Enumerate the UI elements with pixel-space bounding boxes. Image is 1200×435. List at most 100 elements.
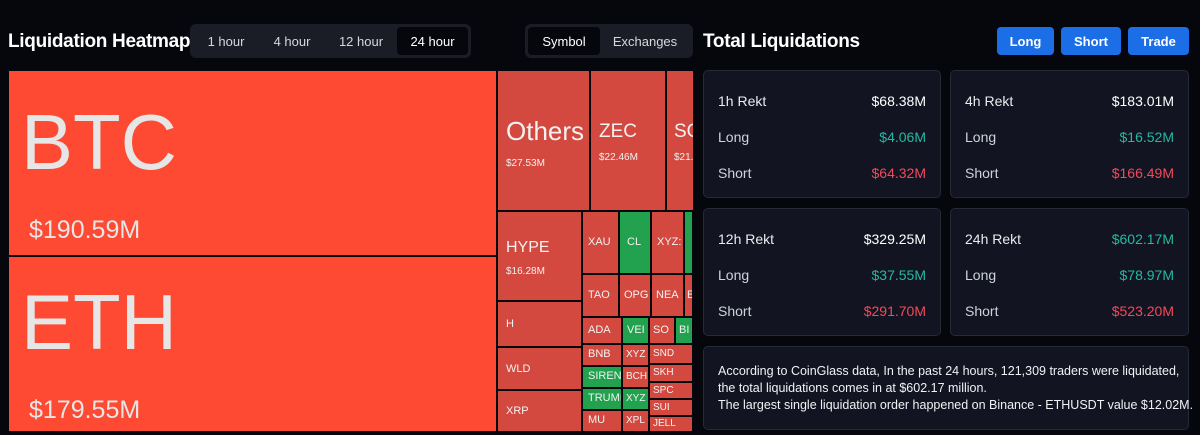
short-label: Short — [718, 165, 752, 181]
tile-cl[interactable]: CL — [619, 211, 651, 274]
long-value: $78.97M — [1119, 267, 1174, 283]
timeframe-24h[interactable]: 24 hour — [397, 27, 468, 55]
tile-xyz3[interactable]: XYZ — [622, 388, 649, 410]
tile-btc-symbol: BTC — [21, 98, 177, 186]
rekt-card-24h: 24h Rekt $602.17M Long $78.97M Short $523.2… — [950, 208, 1189, 336]
view-selector: Symbol Exchanges — [525, 24, 693, 58]
tile-jelly[interactable]: JELL — [649, 416, 693, 432]
tile-xpl[interactable]: XPL — [622, 410, 649, 432]
tile-eth[interactable]: ETH $179.55M — [8, 256, 497, 432]
tile-spc-symbol: SPC — [653, 385, 674, 396]
tile-bnb[interactable]: BNB — [582, 344, 622, 366]
tile-bi[interactable]: BI — [675, 317, 693, 344]
tile-eth-value: $179.55M — [29, 396, 141, 424]
tile-bch[interactable]: BCH — [622, 366, 649, 388]
rekt-label: 12h Rekt — [718, 231, 775, 247]
view-exchanges[interactable]: Exchanges — [612, 33, 678, 49]
tile-wld[interactable]: WLD — [497, 347, 582, 390]
timeframe-selector: 1 hour 4 hour 12 hour 24 hour — [190, 24, 471, 58]
tile-skh[interactable]: SKH — [649, 364, 693, 382]
tile-vel[interactable]: VEI — [622, 317, 649, 344]
tile-xyz2[interactable]: XYZ — [622, 344, 649, 366]
tile-hype[interactable]: HYPE $16.28M — [497, 211, 582, 301]
long-button[interactable]: Long — [997, 27, 1054, 55]
tile-btc[interactable]: BTC $190.59M — [8, 70, 497, 256]
tile-opg[interactable]: OPG — [619, 274, 651, 317]
tile-trump[interactable]: TRUMI — [582, 388, 622, 410]
tile-mu[interactable]: MU — [582, 410, 622, 432]
tile-snd[interactable]: SND — [649, 344, 693, 364]
summary-line-2: the total liquidations comes in at $602.… — [718, 381, 987, 395]
tile-skh-symbol: SKH — [653, 367, 674, 378]
liquidation-heatmap: BTC $190.59M ETH $179.55M Others $27.53M… — [8, 70, 693, 432]
tile-xrp[interactable]: XRP — [497, 390, 582, 432]
tile-wld-symbol: WLD — [506, 363, 531, 375]
view-symbol[interactable]: Symbol — [528, 27, 600, 55]
tile-sol[interactable]: SO $21. — [666, 70, 693, 211]
tile-ada[interactable]: ADA — [582, 317, 622, 344]
summary-line-1: According to CoinGlass data, In the past… — [718, 364, 1180, 378]
rekt-label: 1h Rekt — [718, 93, 767, 109]
tile-e[interactable]: E — [684, 274, 693, 317]
tile-xyz2-symbol: XYZ — [626, 349, 646, 360]
timeframe-4h[interactable]: 4 hour — [273, 33, 311, 49]
heatmap-title: Liquidation Heatmap — [8, 31, 191, 52]
tile-opg-symbol: OPG — [624, 289, 649, 301]
tile-hype-value: $16.28M — [506, 266, 545, 277]
tile-jelly-symbol: JELL — [653, 418, 676, 429]
long-label: Long — [965, 129, 997, 145]
tile-xpl-symbol: XPL — [626, 415, 645, 426]
tile-xyz3-symbol: XYZ — [626, 393, 646, 404]
tile-green-small[interactable] — [684, 211, 693, 274]
rekt-total: $183.01M — [1111, 93, 1174, 109]
trade-button[interactable]: Trade — [1128, 27, 1189, 55]
tile-zec-symbol: ZEC — [599, 121, 637, 142]
tile-others[interactable]: Others $27.53M — [497, 70, 590, 211]
long-label: Long — [965, 267, 997, 283]
short-value: $64.32M — [871, 165, 926, 181]
short-button[interactable]: Short — [1061, 27, 1121, 55]
tile-trump-symbol: TRUMI — [588, 392, 622, 404]
tile-bnb-symbol: BNB — [588, 348, 611, 360]
short-value: $523.20M — [1111, 303, 1174, 319]
rekt-row-total: 1h Rekt $68.38M — [718, 93, 926, 109]
timeframe-1h[interactable]: 1 hour — [207, 33, 245, 49]
tile-sui-symbol: SUI — [653, 402, 670, 413]
tile-bch-symbol: BCH — [626, 371, 648, 382]
long-value: $37.55M — [871, 267, 926, 283]
tile-snd-symbol: SND — [653, 348, 675, 359]
tile-spc[interactable]: SPC — [649, 382, 693, 399]
short-value: $166.49M — [1111, 165, 1174, 181]
rekt-row-long: Long $4.06M — [718, 129, 926, 145]
long-value: $16.52M — [1119, 129, 1174, 145]
rekt-row-total: 24h Rekt $602.17M — [965, 231, 1174, 247]
tile-siren[interactable]: SIREN — [582, 366, 622, 388]
tile-h-symbol: H — [506, 318, 514, 330]
tile-others-symbol: Others — [506, 116, 585, 146]
timeframe-12h[interactable]: 12 hour — [338, 33, 384, 49]
rekt-row-total: 4h Rekt $183.01M — [965, 93, 1174, 109]
rekt-row-total: 12h Rekt $329.25M — [718, 231, 926, 247]
tile-tao[interactable]: TAO — [582, 274, 619, 317]
short-value: $291.70M — [863, 303, 926, 319]
rekt-total: $329.25M — [863, 231, 926, 247]
tile-sui[interactable]: SUI — [649, 399, 693, 416]
long-value: $4.06M — [879, 129, 926, 145]
long-label: Long — [718, 267, 750, 283]
tile-so2[interactable]: SO — [649, 317, 675, 344]
rekt-row-short: Short $291.70M — [718, 303, 926, 319]
tile-h[interactable]: H — [497, 301, 582, 347]
tile-eth-symbol: ETH — [21, 278, 177, 366]
tile-xyz1[interactable]: XYZ: — [651, 211, 684, 274]
tile-xau-symbol: XAU — [588, 236, 611, 248]
tile-xau[interactable]: XAU — [582, 211, 619, 274]
tile-so2-symbol: SO — [653, 324, 669, 336]
rekt-row-long: Long $16.52M — [965, 129, 1174, 145]
tile-nea[interactable]: NEA — [651, 274, 684, 317]
tile-xyz1-symbol: XYZ: — [657, 236, 682, 248]
tile-zec[interactable]: ZEC $22.46M — [590, 70, 666, 211]
rekt-label: 4h Rekt — [965, 93, 1014, 109]
rekt-row-short: Short $523.20M — [965, 303, 1174, 319]
short-label: Short — [965, 303, 999, 319]
rekt-card-1h: 1h Rekt $68.38M Long $4.06M Short $64.32M — [703, 70, 941, 198]
